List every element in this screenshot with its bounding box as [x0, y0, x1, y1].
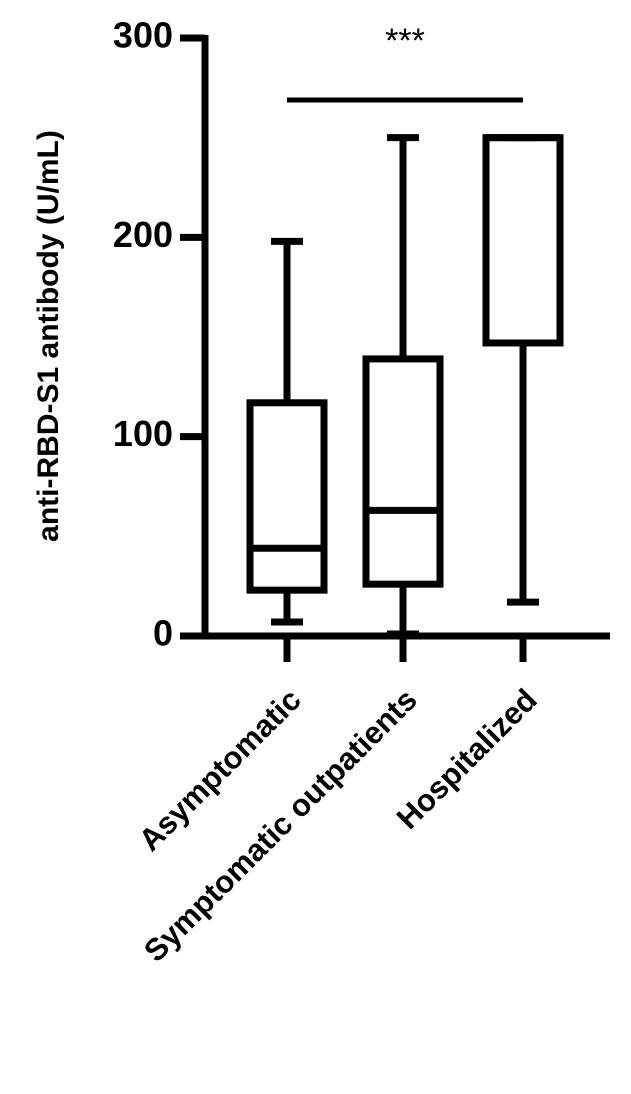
- box: [362, 355, 444, 588]
- y-tick-label: 0: [153, 613, 173, 654]
- y-tick-label: 100: [113, 413, 173, 454]
- y-axis-label: anti-RBD-S1 antibody (U/mL): [32, 130, 65, 542]
- y-tick-label: 300: [113, 15, 173, 56]
- box: [246, 399, 328, 594]
- significance-label: ***: [385, 22, 425, 60]
- y-tick-label: 200: [113, 214, 173, 255]
- box: [482, 134, 564, 347]
